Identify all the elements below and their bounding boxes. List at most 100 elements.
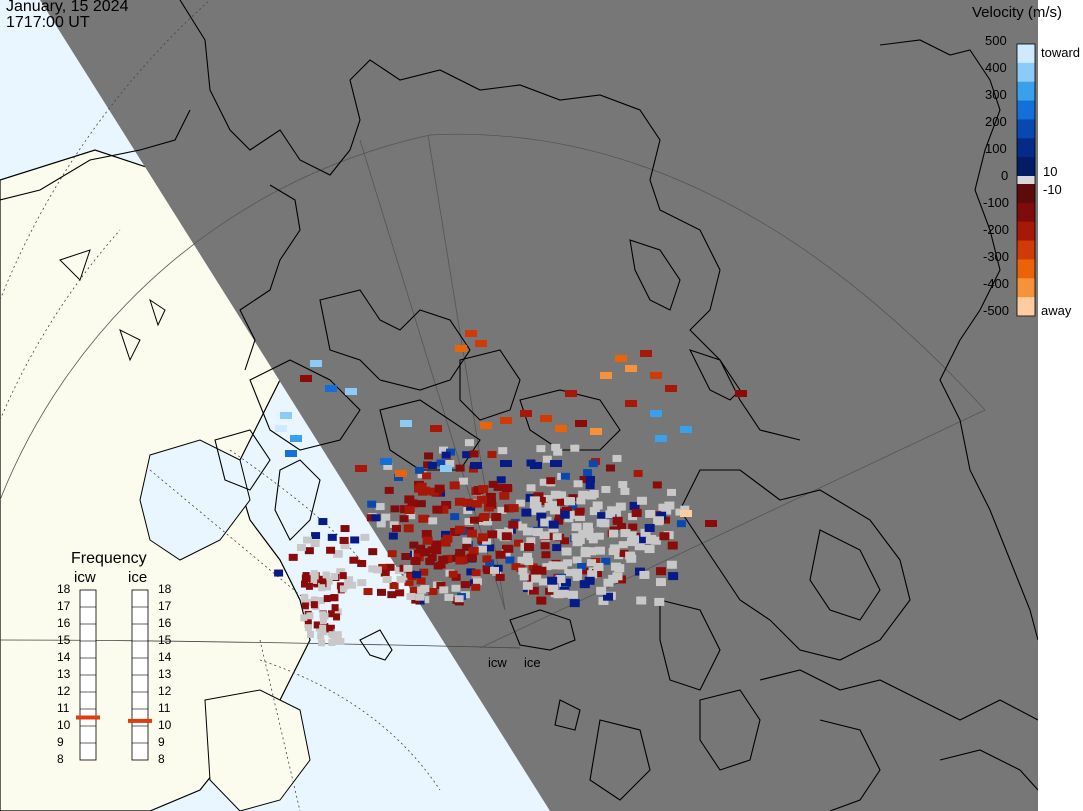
- radar-cell: [536, 596, 547, 605]
- radar-cell: [680, 505, 690, 513]
- radar-cell: [420, 596, 430, 604]
- radar-cell: [380, 569, 390, 577]
- radar-cell: [547, 576, 558, 585]
- radar-cell: [300, 614, 308, 622]
- radar-cell: [680, 426, 692, 433]
- radar-cell: [588, 536, 598, 544]
- radar-cell: [650, 410, 662, 417]
- radar-cell: [478, 485, 489, 494]
- radar-cell: [531, 502, 542, 511]
- radar-cell: [302, 536, 312, 544]
- radar-cell: [371, 514, 381, 522]
- radar-cell: [440, 538, 451, 547]
- radar-cell: [540, 415, 552, 422]
- radar-cell: [305, 582, 313, 590]
- radar-cell: [319, 575, 327, 583]
- radar-cell: [560, 578, 571, 587]
- radar-cell: [579, 580, 590, 589]
- radar-cell: [542, 563, 552, 571]
- radar-cell: [436, 459, 446, 467]
- radar-cell: [347, 581, 357, 589]
- radar-cell: [376, 588, 386, 596]
- radar-cell: [333, 613, 341, 621]
- radar-cell: [475, 340, 487, 347]
- frequency-marker-ice: [128, 718, 152, 723]
- radar-cell: [504, 527, 514, 535]
- radar-cell: [556, 498, 566, 506]
- radar-cell: [464, 518, 474, 526]
- radar-cell: [598, 596, 609, 605]
- radar-cell: [310, 576, 318, 584]
- radar-cell: [612, 454, 622, 462]
- frequency-tick-label-icw: 16: [57, 616, 71, 630]
- frequency-tick-label-ice: 14: [158, 650, 172, 664]
- radar-cell: [412, 571, 422, 579]
- radar-cell: [667, 541, 678, 550]
- radar-cell: [327, 533, 337, 541]
- radar-cell: [458, 477, 468, 485]
- radar-cell: [455, 345, 467, 352]
- frequency-tick-label-ice: 18: [158, 582, 172, 596]
- radar-cell: [539, 531, 550, 540]
- radar-cell: [334, 631, 342, 639]
- velocity-bar-segment: [1017, 119, 1035, 139]
- radar-cell: [350, 536, 360, 544]
- radar-cell: [403, 524, 414, 533]
- radar-cell: [409, 541, 419, 549]
- frequency-marks: [76, 589, 152, 761]
- radar-cell: [550, 506, 561, 515]
- radar-cell: [387, 591, 397, 599]
- frequency-tick-label-icw: 8: [57, 752, 64, 766]
- radar-cell: [395, 470, 407, 477]
- radar-cell: [487, 530, 498, 539]
- radar-cell: [560, 510, 571, 519]
- radar-cell: [448, 570, 458, 578]
- velocity-toward-label: toward: [1041, 45, 1081, 60]
- radar-cell: [468, 546, 479, 555]
- radar-cell: [518, 523, 528, 531]
- radar-cell: [639, 570, 650, 579]
- radar-cell: [636, 596, 647, 605]
- frequency-tick-label-icw: 14: [57, 650, 71, 664]
- radar-cell: [568, 502, 578, 510]
- radar-cell: [560, 472, 570, 480]
- velocity-tick-label: -500: [983, 303, 1010, 318]
- radar-cell: [366, 514, 376, 522]
- radar-cell: [290, 435, 302, 442]
- frequency-column-icw: icw: [74, 569, 96, 586]
- radar-cell: [318, 584, 326, 592]
- title-date: January, 15 2024: [6, 0, 129, 15]
- velocity-tick-label: 100: [985, 141, 1007, 156]
- radar-cell: [636, 496, 647, 505]
- radar-cell: [575, 513, 586, 522]
- radar-cell: [596, 586, 607, 595]
- radar-cell: [423, 461, 433, 469]
- frequency-tick-label-ice: 16: [158, 616, 172, 630]
- radar-cell: [390, 505, 400, 513]
- radar-cell: [301, 595, 309, 603]
- radar-cell: [735, 390, 747, 397]
- radar-cell: [455, 464, 465, 472]
- radar-cell: [542, 455, 552, 463]
- frequency-tick-label-ice: 17: [158, 599, 172, 613]
- radar-cell: [620, 487, 630, 495]
- radar-cell: [530, 569, 540, 577]
- radar-cell: [333, 550, 343, 558]
- radar-cell: [608, 574, 619, 583]
- radar-cell: [339, 572, 347, 580]
- radar-cell: [553, 590, 564, 599]
- radar-cell: [538, 578, 548, 586]
- velocity-bar-segment: [1017, 259, 1035, 279]
- frequency-tick-label-ice: 8: [158, 752, 165, 766]
- radar-cell: [483, 567, 493, 575]
- radar-cell: [615, 355, 627, 362]
- radar-cell: [306, 612, 314, 620]
- radar-cell: [572, 568, 583, 577]
- radar-cell: [628, 523, 638, 531]
- radar-cell: [517, 556, 527, 564]
- radar-cell: [585, 475, 595, 483]
- radar-cell: [523, 552, 533, 560]
- radar-cell: [319, 611, 327, 619]
- radar-cell: [428, 588, 438, 596]
- radar-cell: [543, 495, 553, 503]
